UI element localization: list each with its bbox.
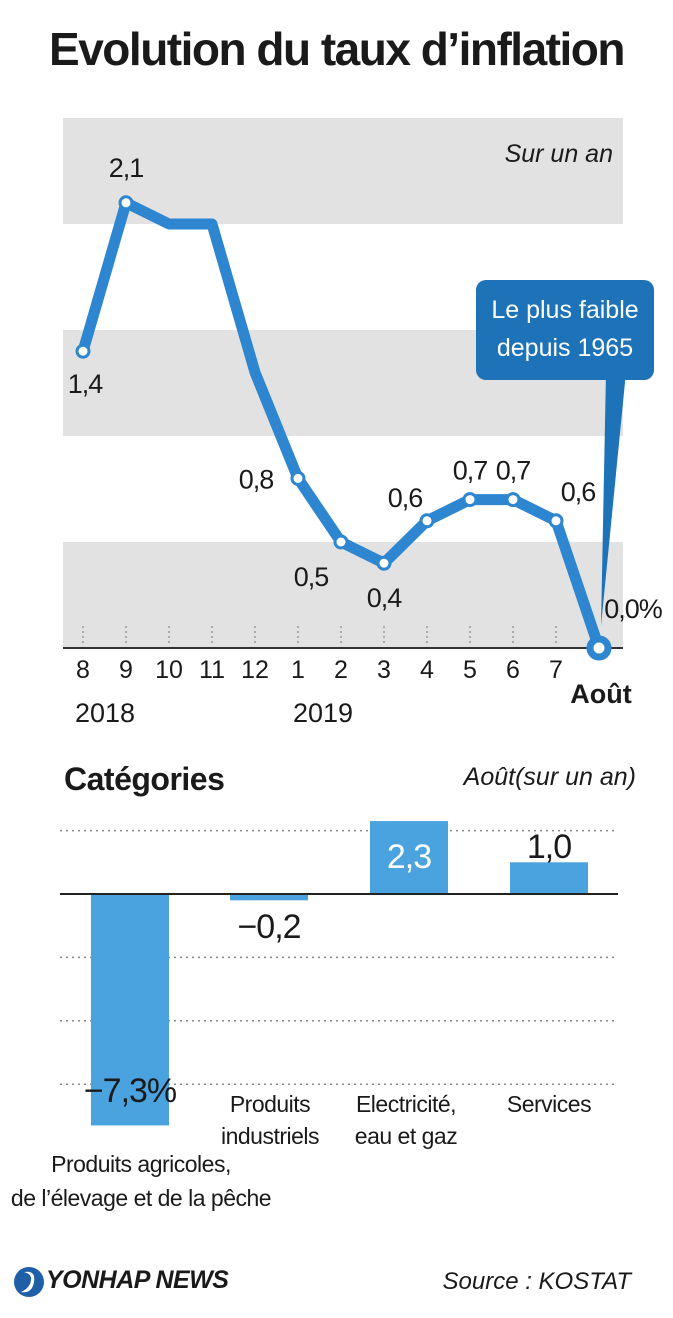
- data-label: 0,4: [367, 583, 403, 613]
- data-point: [333, 534, 349, 550]
- x-tick-label: Août: [570, 679, 631, 709]
- x-tick-label: 7: [549, 656, 563, 684]
- bar-value-label: 2,3: [387, 838, 431, 876]
- category-label: de l’élevage et de la pêche: [11, 1185, 271, 1211]
- category-label: Produits: [230, 1091, 310, 1117]
- category-bar: [91, 894, 169, 1126]
- line-subtitle: Sur un an: [505, 140, 613, 168]
- category-label: industriels: [221, 1123, 319, 1149]
- data-point: [586, 635, 612, 661]
- x-tick-label: 10: [155, 656, 183, 684]
- bar-subtitle: Août(sur un an): [462, 763, 636, 791]
- category-label: Electricité,: [356, 1091, 456, 1117]
- category-bar: [370, 821, 448, 894]
- data-point: [419, 513, 435, 529]
- data-point: [376, 555, 392, 571]
- bar-value-label: −7,3%: [84, 1072, 177, 1110]
- year-label: 2019: [293, 698, 353, 728]
- x-tick-label: 11: [199, 656, 225, 684]
- data-label: 0,0%: [604, 594, 663, 624]
- x-tick-label: 5: [463, 656, 477, 684]
- data-point: [462, 492, 478, 508]
- data-label: 0,6: [388, 483, 423, 513]
- data-label: 1,4: [68, 369, 104, 399]
- grid-band: [63, 118, 623, 224]
- data-point: [290, 470, 306, 486]
- x-tick-label: 8: [76, 656, 90, 684]
- data-point: [75, 343, 91, 359]
- x-tick-label: 12: [241, 656, 269, 684]
- data-label: 0,8: [239, 464, 274, 494]
- data-point: [548, 513, 564, 529]
- bar-value-label: 1,0: [527, 828, 571, 866]
- callout-line-1: Le plus faible: [491, 296, 638, 324]
- x-tick-label: 6: [506, 656, 520, 684]
- category-bar: [230, 894, 308, 901]
- yonhap-logo-text: YONHAP NEWS: [46, 1266, 229, 1294]
- x-tick-label: 9: [119, 656, 133, 684]
- x-tick-label: 3: [377, 656, 391, 684]
- callout-line-2: depuis 1965: [497, 334, 633, 362]
- data-label: 0,7: [453, 456, 488, 486]
- bar-title: Catégories: [64, 761, 224, 797]
- bar-value-label: −0,2: [237, 908, 300, 946]
- grid-band: [63, 542, 623, 648]
- yonhap-logo-icon: [14, 1267, 44, 1297]
- data-label: 0,7: [496, 456, 531, 486]
- category-label: Produits agricoles,: [51, 1151, 231, 1177]
- category-label: Services: [507, 1091, 591, 1117]
- source-note: Source : KOSTAT: [442, 1268, 632, 1295]
- x-tick-label: 4: [420, 656, 434, 684]
- year-label: 2018: [75, 698, 135, 728]
- chart-title: Evolution du taux d’inflation: [49, 23, 625, 75]
- x-tick-label: 1: [291, 656, 305, 684]
- data-label: 0,5: [294, 562, 329, 592]
- callout-box: [476, 280, 654, 380]
- data-label: 0,6: [561, 477, 596, 507]
- category-bar: [510, 862, 588, 894]
- data-label: 2,1: [109, 153, 144, 183]
- category-label: eau et gaz: [355, 1123, 457, 1149]
- data-point: [118, 195, 134, 211]
- data-point: [505, 492, 521, 508]
- yonhap-logo: YONHAP NEWS: [12, 1262, 252, 1302]
- callout-pointer: [601, 372, 626, 626]
- x-tick-label: 2: [334, 656, 348, 684]
